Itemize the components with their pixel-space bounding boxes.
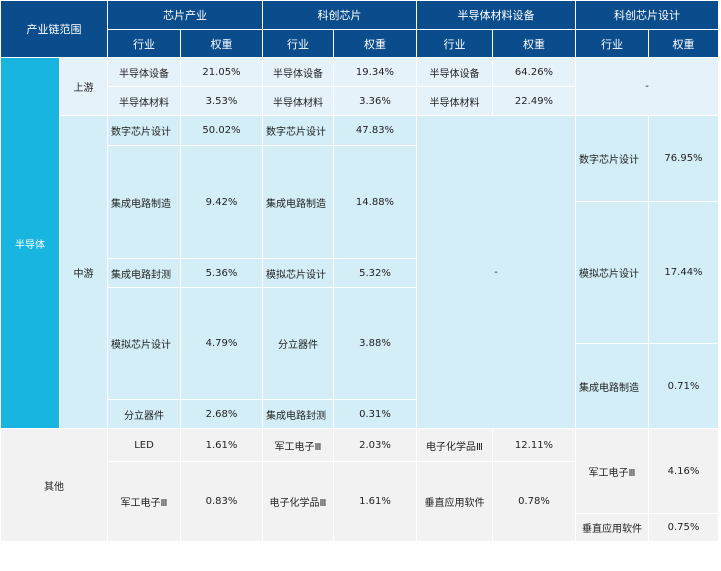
cell: 模拟芯片设计	[262, 258, 334, 288]
header-weight: 权重	[180, 29, 263, 58]
cell: 14.88%	[333, 145, 417, 259]
cell: 22.49%	[492, 86, 576, 116]
cell: 数字芯片设计	[575, 115, 649, 202]
cell: 电子化学品Ⅲ	[416, 428, 493, 462]
cell: -	[416, 115, 576, 429]
header-weight: 权重	[492, 29, 576, 58]
cell: 半导体设备	[262, 57, 334, 87]
cell: 1.61%	[333, 461, 417, 542]
cell: 半导体设备	[107, 57, 181, 87]
header-group: 半导体材料设备	[416, 0, 576, 30]
cell: 集成电路制造	[575, 343, 649, 429]
cell: 军工电子Ⅲ	[575, 428, 649, 514]
cell: 3.36%	[333, 86, 417, 116]
cell: 0.83%	[180, 461, 263, 542]
cell: 3.53%	[180, 86, 263, 116]
industry-weight-table: 产业链范围 芯片产业 科创芯片 半导体材料设备 科创芯片设计 行业 权重 行业 权重…	[0, 0, 719, 542]
midstream-label: 中游	[59, 115, 108, 429]
cell: 4.16%	[648, 428, 719, 514]
cell: 9.42%	[180, 145, 263, 259]
semiconductor-label: 半导体	[0, 57, 60, 429]
cell: 12.11%	[492, 428, 576, 462]
header-group: 科创芯片设计	[575, 0, 719, 30]
cell: 集成电路封测	[107, 258, 181, 288]
cell: 集成电路制造	[107, 145, 181, 259]
header-industry: 行业	[262, 29, 334, 58]
upstream-label: 上游	[59, 57, 108, 116]
cell: 76.95%	[648, 115, 719, 202]
cell: 集成电路封测	[262, 399, 334, 429]
cell: 模拟芯片设计	[107, 287, 181, 400]
cell: 19.34%	[333, 57, 417, 87]
cell: 数字芯片设计	[107, 115, 181, 146]
cell: 军工电子Ⅲ	[107, 461, 181, 542]
header-scope: 产业链范围	[0, 0, 108, 58]
cell: 21.05%	[180, 57, 263, 87]
cell: 军工电子Ⅲ	[262, 428, 334, 462]
cell: 半导体材料	[262, 86, 334, 116]
cell: 2.68%	[180, 399, 263, 429]
header-group: 芯片产业	[107, 0, 263, 30]
cell: 4.79%	[180, 287, 263, 400]
cell: 2.03%	[333, 428, 417, 462]
cell: 模拟芯片设计	[575, 201, 649, 344]
cell: 分立器件	[262, 287, 334, 400]
cell: 17.44%	[648, 201, 719, 344]
cell: 5.36%	[180, 258, 263, 288]
cell: 半导体材料	[107, 86, 181, 116]
cell: 50.02%	[180, 115, 263, 146]
cell: 分立器件	[107, 399, 181, 429]
cell: 半导体设备	[416, 57, 493, 87]
cell: 47.83%	[333, 115, 417, 146]
header-industry: 行业	[416, 29, 493, 58]
cell: 64.26%	[492, 57, 576, 87]
cell: LED	[107, 428, 181, 462]
header-weight: 权重	[333, 29, 417, 58]
cell: 电子化学品Ⅲ	[262, 461, 334, 542]
cell: 集成电路制造	[262, 145, 334, 259]
cell: 0.78%	[492, 461, 576, 542]
cell: 半导体材料	[416, 86, 493, 116]
cell: 垂直应用软件	[575, 513, 649, 542]
cell: 0.31%	[333, 399, 417, 429]
header-industry: 行业	[575, 29, 649, 58]
cell: -	[575, 57, 719, 116]
other-label: 其他	[0, 428, 108, 542]
cell: 0.71%	[648, 343, 719, 429]
cell: 5.32%	[333, 258, 417, 288]
cell: 数字芯片设计	[262, 115, 334, 146]
header-group: 科创芯片	[262, 0, 417, 30]
cell: 0.75%	[648, 513, 719, 542]
cell: 1.61%	[180, 428, 263, 462]
header-weight: 权重	[648, 29, 719, 58]
cell: 3.88%	[333, 287, 417, 400]
cell: 垂直应用软件	[416, 461, 493, 542]
header-industry: 行业	[107, 29, 181, 58]
